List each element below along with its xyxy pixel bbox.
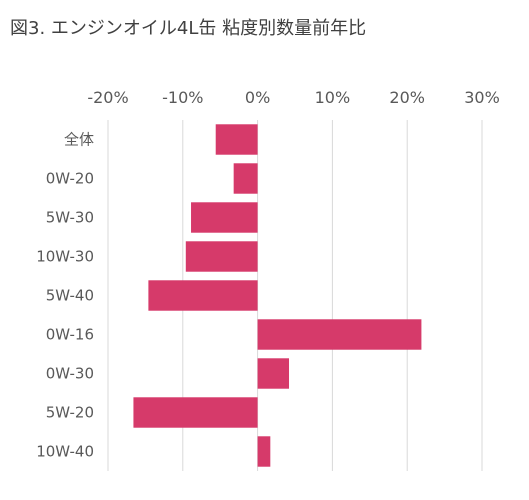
x-tick-label: -20% bbox=[87, 88, 128, 107]
category-label: 全体 bbox=[64, 131, 94, 149]
bar bbox=[257, 436, 271, 467]
chart-title: 図3. エンジンオイル4L缶 粘度別数量前年比 bbox=[10, 18, 367, 39]
x-tick-label: 10% bbox=[315, 88, 351, 107]
x-tick-label: -10% bbox=[162, 88, 203, 107]
category-label: 5W-20 bbox=[46, 404, 94, 422]
x-tick-label: 0% bbox=[245, 88, 270, 107]
category-label: 5W-30 bbox=[46, 209, 94, 227]
category-label: 10W-30 bbox=[36, 248, 94, 266]
bar bbox=[191, 202, 258, 233]
category-label: 10W-40 bbox=[36, 443, 94, 461]
bar bbox=[185, 241, 258, 272]
bar bbox=[133, 397, 258, 428]
category-label: 0W-30 bbox=[46, 365, 94, 383]
category-label: 5W-40 bbox=[46, 287, 94, 305]
category-label: 0W-16 bbox=[46, 326, 94, 344]
bar bbox=[148, 280, 258, 311]
bar bbox=[257, 319, 422, 350]
category-label: 0W-20 bbox=[46, 170, 94, 188]
bar bbox=[215, 124, 258, 155]
x-tick-label: 30% bbox=[464, 88, 500, 107]
bar bbox=[233, 163, 258, 194]
x-tick-label: 20% bbox=[389, 88, 425, 107]
bar bbox=[257, 358, 290, 389]
